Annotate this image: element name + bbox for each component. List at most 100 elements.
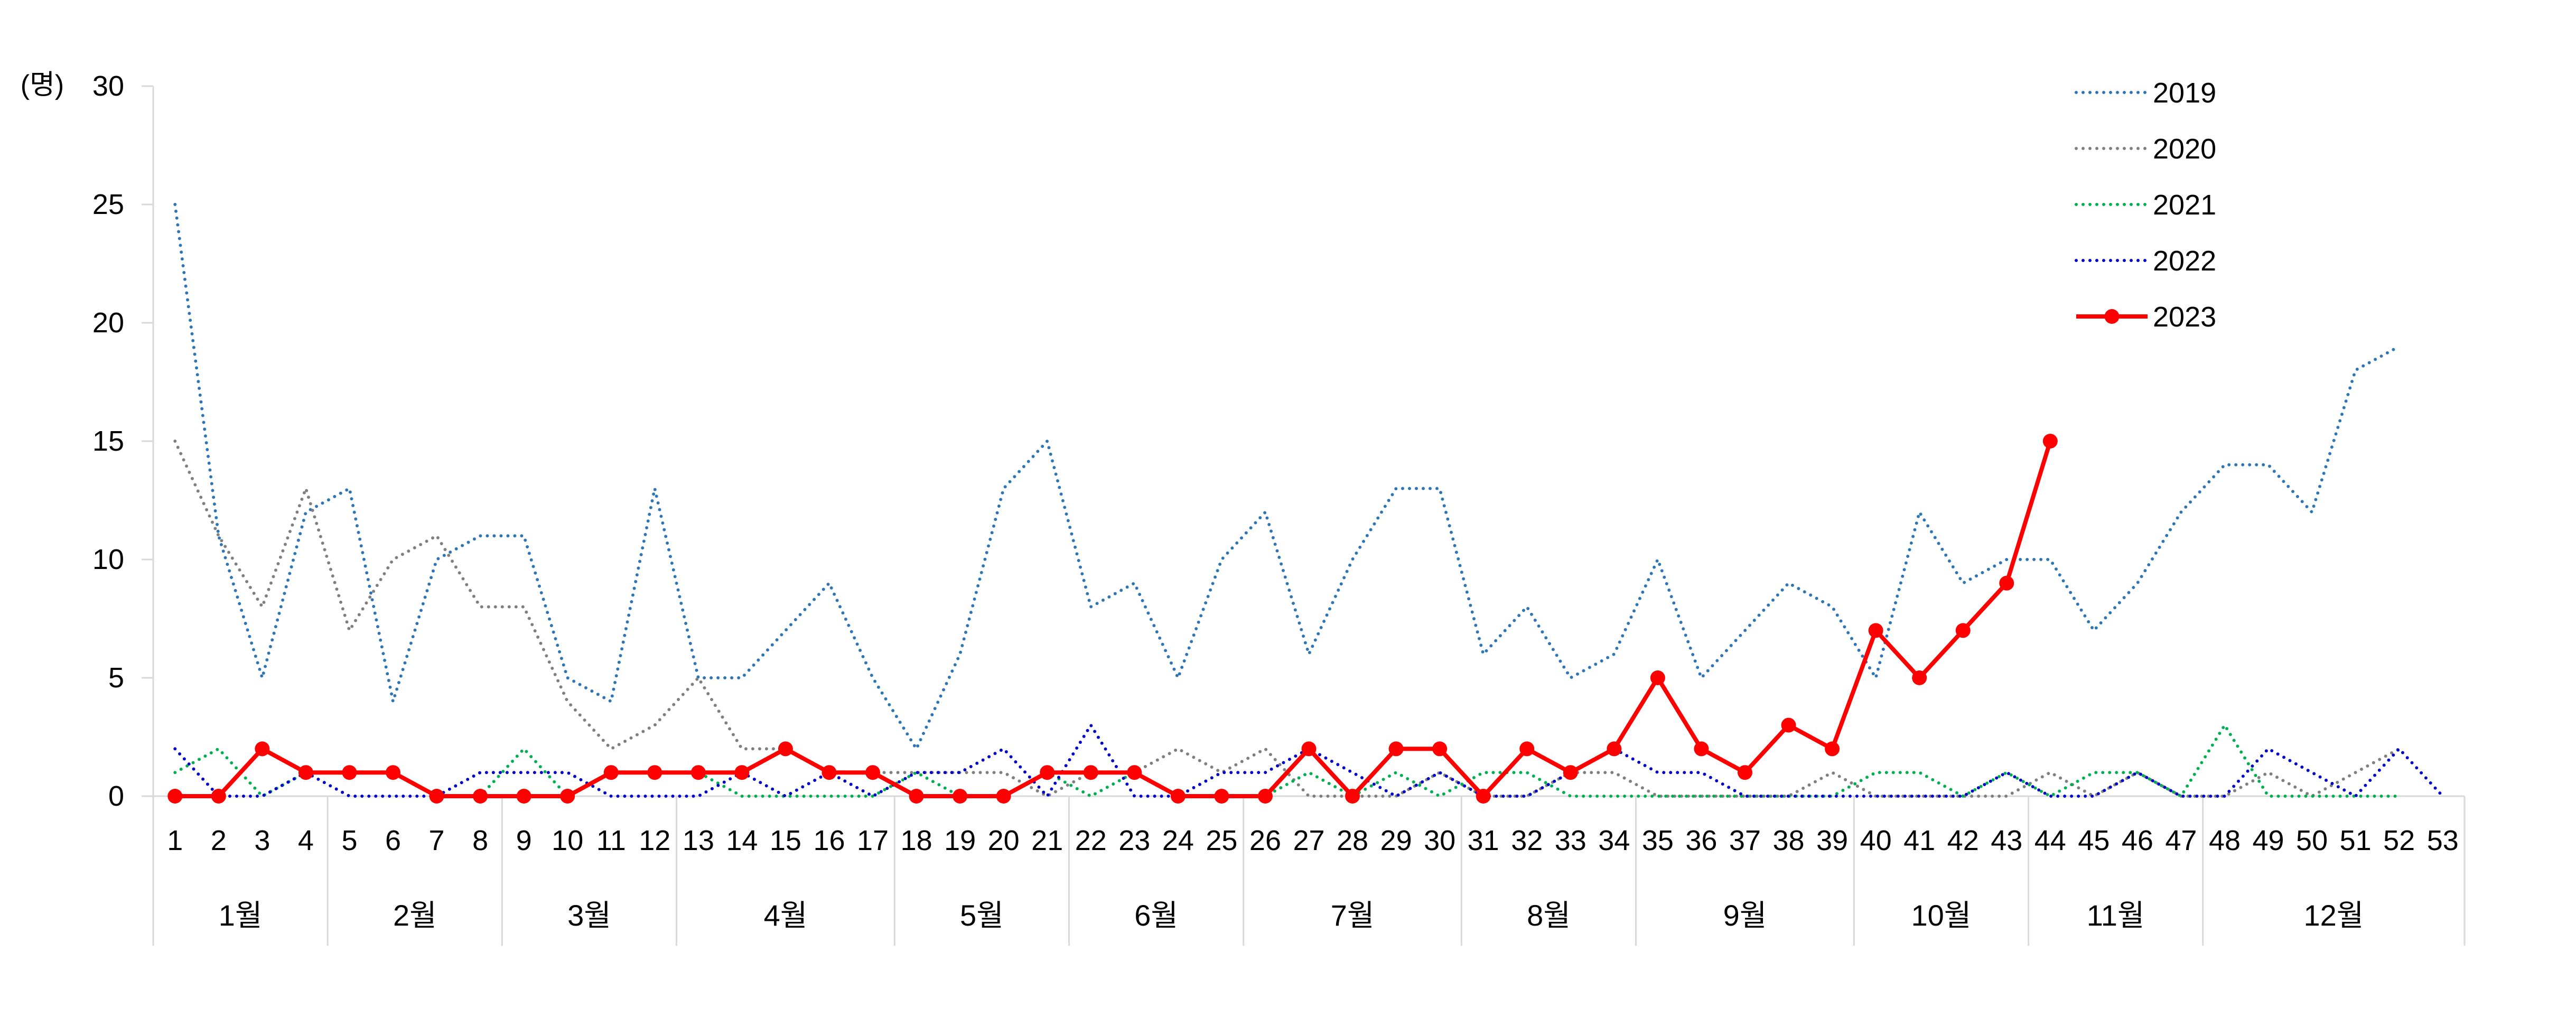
data-point-2023 <box>342 765 357 780</box>
data-point-2023 <box>778 741 793 757</box>
month-label: 4월 <box>764 899 808 932</box>
x-tick-label: 21 <box>1031 825 1063 856</box>
data-point-2023 <box>734 765 750 780</box>
data-point-2023 <box>1388 741 1404 757</box>
series-lines <box>167 203 2444 804</box>
legend-label-2020: 2020 <box>2153 133 2216 165</box>
month-label: 3월 <box>567 899 611 932</box>
data-point-2023 <box>211 789 226 804</box>
data-point-2023 <box>1127 765 1142 780</box>
data-point-2023 <box>1694 741 1709 757</box>
data-point-2023 <box>647 765 662 780</box>
data-point-2023 <box>386 765 401 780</box>
legend-label-2022: 2022 <box>2153 245 2216 277</box>
x-tick-label: 28 <box>1337 825 1368 856</box>
x-tick-label: 39 <box>1816 825 1848 856</box>
x-tick-label: 13 <box>683 825 714 856</box>
series-line-2019 <box>173 203 2401 751</box>
x-tick-label: 23 <box>1118 825 1150 856</box>
legend-label-2023: 2023 <box>2153 301 2216 333</box>
month-label: 2월 <box>393 899 437 932</box>
data-point-2023 <box>2042 434 2058 449</box>
data-point-2023 <box>1432 741 1448 757</box>
x-tick-label: 38 <box>1772 825 1804 856</box>
month-label: 12월 <box>2303 899 2364 932</box>
data-point-2023 <box>1040 765 1055 780</box>
x-tick-label: 25 <box>1206 825 1237 856</box>
x-tick-label: 22 <box>1075 825 1107 856</box>
x-tick-label: 24 <box>1162 825 1194 856</box>
x-tick-label: 31 <box>1468 825 1499 856</box>
x-tick-label: 44 <box>2034 825 2066 856</box>
x-tick-label: 11 <box>596 825 626 856</box>
legend: 2019 2020 2021 2022 2023 <box>2075 77 2216 333</box>
x-tick-label: 36 <box>1685 825 1717 856</box>
x-tick-label: 51 <box>2340 825 2372 856</box>
x-tick-label: 17 <box>857 825 889 856</box>
data-point-2023 <box>1868 623 1883 638</box>
data-point-2023 <box>298 765 313 780</box>
x-tick-label: 50 <box>2296 825 2328 856</box>
x-tick-label: 42 <box>1947 825 1979 856</box>
data-point-2023 <box>1301 741 1317 757</box>
x-tick-label: 47 <box>2165 825 2197 856</box>
y-axis-label: (명) <box>21 70 64 100</box>
x-tick-label: 48 <box>2209 825 2241 856</box>
y-tick-label: 30 <box>92 70 124 102</box>
x-tick-label: 8 <box>472 825 488 856</box>
data-point-2023 <box>603 765 619 780</box>
data-point-2023 <box>1607 741 1622 757</box>
data-point-2023 <box>909 789 924 804</box>
x-tick-label: 12 <box>639 825 670 856</box>
data-point-2023 <box>516 789 531 804</box>
y-tick-label: 15 <box>92 425 124 457</box>
x-tick-label: 6 <box>385 825 401 856</box>
x-tick-label: 40 <box>1860 825 1892 856</box>
month-label: 6월 <box>1134 899 1178 932</box>
x-tick-label: 7 <box>429 825 445 856</box>
x-tick-label: 20 <box>988 825 1020 856</box>
series-line-2020 <box>173 440 2401 798</box>
data-point-2023 <box>429 789 444 804</box>
x-tick-label: 46 <box>2122 825 2153 856</box>
y-tick-label: 5 <box>108 662 124 694</box>
x-tick-label: 35 <box>1642 825 1674 856</box>
data-point-2023 <box>1170 789 1186 804</box>
series-line-2022 <box>173 723 2444 798</box>
month-label: 10월 <box>1911 899 1972 932</box>
data-point-2023 <box>1825 741 1840 757</box>
month-label: 1월 <box>219 899 263 932</box>
data-point-2023 <box>255 741 270 757</box>
data-point-2023 <box>690 765 706 780</box>
data-point-2023 <box>953 789 968 804</box>
data-point-2023 <box>1912 670 1927 685</box>
x-tick-label: 34 <box>1598 825 1630 856</box>
month-label: 7월 <box>1331 899 1375 932</box>
data-point-2023 <box>1083 765 1098 780</box>
data-point-2023 <box>1519 741 1535 757</box>
x-tick-label: 19 <box>944 825 976 856</box>
x-tick-label: 14 <box>726 825 758 856</box>
month-label: 5월 <box>960 899 1004 932</box>
x-tick-label: 4 <box>298 825 314 856</box>
x-tick-label: 29 <box>1380 825 1412 856</box>
x-tick-label: 41 <box>1903 825 1935 856</box>
month-label: 11월 <box>2087 899 2145 932</box>
x-tick-label: 33 <box>1555 825 1586 856</box>
series-line-2021 <box>173 723 2401 798</box>
data-point-2023 <box>996 789 1011 804</box>
x-tick-label: 49 <box>2252 825 2284 856</box>
data-point-2023 <box>822 765 837 780</box>
data-point-2023 <box>1781 717 1796 733</box>
x-tick-label: 16 <box>813 825 845 856</box>
x-tick-label: 37 <box>1729 825 1761 856</box>
legend-marker-2023 <box>2104 309 2120 324</box>
month-label: 8월 <box>1527 899 1571 932</box>
x-tick-label: 26 <box>1249 825 1281 856</box>
data-point-2023 <box>167 789 183 804</box>
data-point-2023 <box>1737 765 1752 780</box>
x-tick-label: 53 <box>2427 825 2459 856</box>
month-label: 9월 <box>1723 899 1767 932</box>
